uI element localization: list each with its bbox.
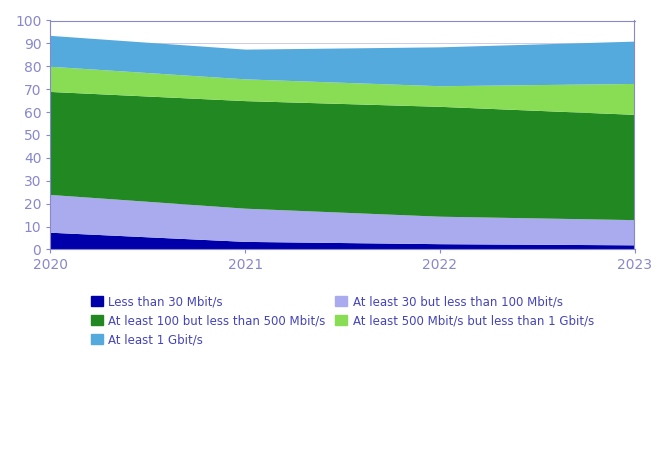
Legend: Less than 30 Mbit/s, At least 100 but less than 500 Mbit/s, At least 1 Gbit/s, A: Less than 30 Mbit/s, At least 100 but le… — [87, 292, 598, 350]
